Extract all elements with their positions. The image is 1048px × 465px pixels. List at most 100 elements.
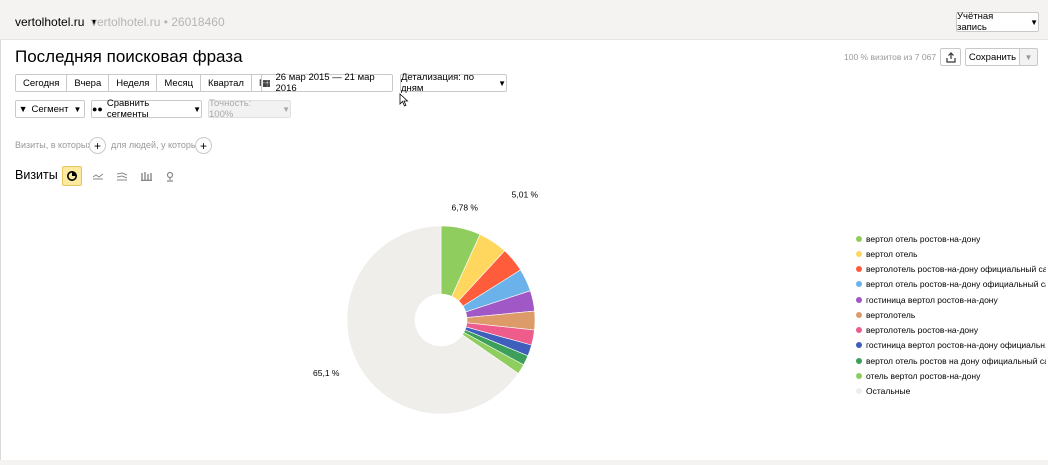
chevron-down-icon: ▼ — [282, 104, 290, 114]
pie-slice[interactable] — [465, 322, 535, 346]
page-edge — [0, 0, 1, 465]
people-condition-label: для людей, у которых — [111, 140, 202, 150]
pie-slice[interactable] — [466, 310, 536, 331]
segment-button[interactable]: ▼ Сегмент ▼ — [15, 100, 85, 118]
detail-label: Детализация: по дням — [401, 72, 475, 94]
chevron-down-icon: ▼ — [73, 104, 82, 114]
legend-color-swatch — [856, 357, 862, 364]
pie-slice[interactable] — [462, 269, 531, 313]
pie-slice[interactable] — [461, 332, 524, 374]
legend-label: вертол отель ростов-на-дону официальный … — [866, 279, 1046, 290]
bottom-bar — [0, 460, 1048, 465]
legend-label: вертол отель — [866, 248, 918, 259]
legend-color-swatch — [856, 372, 862, 379]
map-chart-button[interactable] — [160, 166, 180, 186]
period-selector: Сегодня Вчера Неделя Месяц Квартал Год — [15, 74, 283, 92]
pie-chart-icon — [67, 171, 77, 181]
period-quarter[interactable]: Квартал — [201, 75, 252, 91]
pie-slice[interactable] — [346, 225, 519, 415]
accuracy-label: Точность: 100% — [209, 98, 252, 120]
pie-slice[interactable] — [465, 290, 535, 318]
pie-slice[interactable] — [463, 329, 529, 366]
legend-color-swatch — [856, 342, 862, 349]
compare-icon: ●● — [92, 104, 103, 114]
chevron-down-icon: ▼ — [89, 17, 99, 27]
legend-color-swatch — [856, 327, 862, 334]
site-id: vertolhotel.ru • 26018460 — [91, 15, 225, 29]
legend-item[interactable]: вертол отель — [856, 246, 1046, 261]
legend-item[interactable]: вертол отель ростов-на-дону — [856, 231, 1046, 246]
legend-item[interactable]: вертолотель ростов-на-дону — [856, 323, 1046, 338]
area-chart-icon — [116, 171, 127, 180]
pie-slice[interactable] — [440, 225, 481, 297]
share-icon — [945, 51, 956, 63]
legend-label: гостиница вертол ростов-на-дону официаль… — [866, 340, 1046, 351]
pie-chart-button[interactable] — [62, 166, 82, 186]
legend-item[interactable]: гостиница вертол ростов-на-дону официаль… — [856, 338, 1046, 353]
legend-item[interactable]: вертолотель ростов-на-дону официальный с… — [856, 262, 1046, 277]
bar-chart-icon — [140, 172, 152, 181]
compare-label: Сравнить сегменты — [106, 98, 150, 120]
legend-item[interactable]: Остальные — [856, 384, 1046, 399]
legend-label: вертолотель ростов-на-дону официальный с… — [866, 264, 1046, 275]
segment-label: Сегмент — [31, 103, 69, 115]
calendar-icon: ▦ — [262, 77, 271, 88]
visits-info: 100 % визитов из 7 067 — [844, 52, 937, 62]
site-selector[interactable]: vertolhotel.ru ▼ — [15, 15, 98, 29]
plus-icon: + — [93, 138, 101, 153]
detail-button[interactable]: Детализация: по дням ▼ — [400, 72, 507, 94]
filter-icon: ▼ — [18, 104, 28, 114]
area-chart-button[interactable] — [112, 166, 132, 186]
compare-segments-button[interactable]: ●● Сравнить сегменты ▼ — [91, 98, 202, 120]
chart-legend: вертол отель ростов-на-дону вертол отель в… — [856, 231, 1046, 399]
pie-data-label: 6,78 % — [452, 203, 479, 213]
pie-slice[interactable] — [464, 326, 532, 357]
legend-item[interactable]: отель вертол ростов-на-дону — [856, 368, 1046, 383]
accuracy-select[interactable]: Точность: 100% ▼ — [208, 98, 291, 120]
legend-color-swatch — [856, 266, 862, 273]
add-people-condition-button[interactable]: + — [195, 137, 212, 154]
line-chart-button[interactable] — [88, 166, 108, 186]
account-label: Учётная запись — [957, 11, 994, 33]
chevron-down-icon: ▼ — [193, 104, 201, 114]
legend-label: вертол отель ростов-на-дону — [866, 233, 981, 244]
period-today[interactable]: Сегодня — [16, 75, 68, 91]
save-dropdown-button[interactable]: ▼ — [1019, 48, 1038, 66]
legend-label: гостиница вертол ростов-на-дону — [866, 294, 998, 305]
period-yesterday[interactable]: Вчера — [67, 75, 110, 91]
account-button[interactable]: Учётная запись ▼ — [956, 11, 1039, 33]
pie-data-label: 65,1 % — [313, 368, 340, 378]
legend-label: вертол отель ростов на дону официальный … — [866, 355, 1046, 366]
legend-item[interactable]: вертолотель — [856, 307, 1046, 322]
top-bar: vertolhotel.ru ▼ vertolhotel.ru • 260184… — [0, 0, 1048, 40]
legend-label: отель вертол ростов-на-дону — [866, 370, 981, 381]
share-button[interactable] — [940, 48, 961, 66]
chevron-down-icon: ▼ — [1030, 17, 1038, 27]
map-icon — [166, 171, 174, 182]
legend-color-swatch — [856, 235, 862, 242]
period-week[interactable]: Неделя — [109, 75, 158, 91]
legend-label: вертолотель ростов-на-дону — [866, 325, 979, 336]
legend-color-swatch — [856, 250, 862, 257]
date-range-label: 26 мар 2015 — 21 мар 2016 — [275, 72, 375, 94]
site-name: vertolhotel.ru — [15, 15, 85, 29]
pie-slice[interactable] — [458, 250, 521, 307]
bar-chart-button[interactable] — [136, 166, 156, 186]
legend-label: вертолотель — [866, 309, 916, 320]
plus-icon: + — [199, 138, 207, 153]
legend-color-swatch — [856, 281, 862, 288]
chevron-down-icon: ▼ — [498, 78, 506, 88]
page-title: Последняя поисковая фраза — [15, 47, 243, 66]
add-visit-condition-button[interactable]: + — [89, 137, 106, 154]
legend-color-swatch — [856, 311, 862, 318]
mouse-cursor-icon — [399, 93, 409, 107]
chevron-down-icon: ▼ — [1024, 52, 1033, 62]
period-month[interactable]: Месяц — [157, 75, 202, 91]
legend-label: Остальные — [866, 386, 911, 397]
legend-item[interactable]: гостиница вертол ростов-на-дону — [856, 292, 1046, 307]
legend-item[interactable]: вертол отель ростов на дону официальный … — [856, 353, 1046, 368]
date-range-button[interactable]: ▦ 26 мар 2015 — 21 мар 2016 — [261, 72, 393, 94]
save-button[interactable]: Сохранить — [965, 48, 1020, 66]
legend-item[interactable]: вертол отель ростов-на-дону официальный … — [856, 277, 1046, 292]
pie-slice[interactable] — [451, 234, 506, 302]
